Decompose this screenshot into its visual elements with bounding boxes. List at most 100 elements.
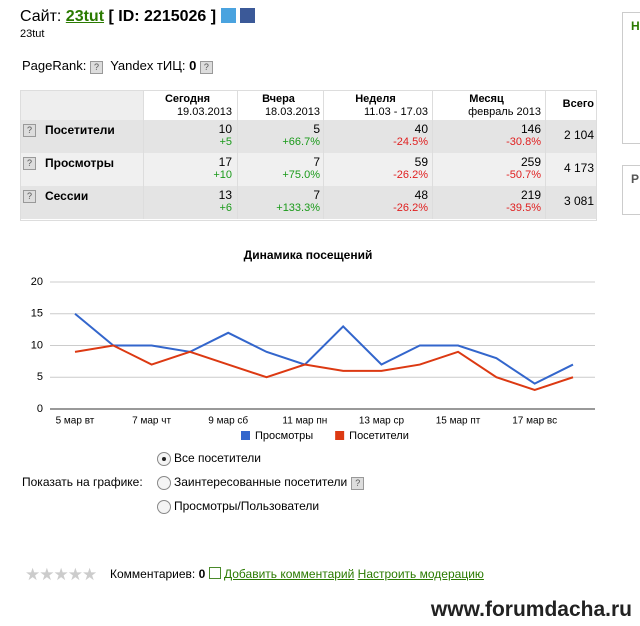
col-divider	[432, 90, 433, 219]
cell-value: 10	[218, 122, 232, 136]
sidebar-title: Р	[631, 172, 640, 186]
legend-swatch	[241, 431, 250, 440]
cell-change: -50.7%	[506, 169, 541, 181]
series-line	[74, 344, 574, 392]
facebook-icon[interactable]	[240, 8, 255, 23]
col-divider	[237, 90, 238, 219]
site-header: Сайт: 23tut [ ID: 2215026 ]	[20, 8, 255, 26]
x-tick-label: 13 мар ср	[359, 416, 405, 427]
y-tick-label: 0	[37, 403, 43, 415]
x-tick-label: 9 мар сб	[208, 415, 248, 427]
cell-value: 13	[218, 188, 232, 202]
sidebar-box: Н	[622, 12, 640, 144]
row-total: 3 081	[563, 194, 594, 208]
legend-label: Просмотры	[255, 430, 313, 442]
cell-change: -26.2%	[393, 202, 428, 214]
y-tick-label: 15	[31, 308, 43, 320]
col-sub: февраль 2013	[468, 106, 541, 118]
radio-button[interactable]	[157, 452, 171, 466]
cell-value: 40	[414, 122, 428, 136]
cell-value: 48	[414, 188, 428, 202]
x-tick-label: 5 мар вт	[56, 416, 95, 427]
options-label: Показать на графике:	[22, 475, 143, 489]
radio-dot	[162, 457, 166, 461]
comment-icon	[208, 567, 221, 579]
radio-label: Просмотры/Пользователи	[174, 499, 320, 513]
yandex-value: 0	[189, 58, 197, 73]
col-sub: 19.03.2013	[176, 106, 232, 118]
comments-label: Комментариев:	[110, 567, 196, 581]
col-title: Неделя	[355, 93, 396, 105]
col-title: Всего	[562, 98, 594, 110]
radio-button[interactable]	[157, 476, 171, 490]
x-tick-label: 15 мар пт	[436, 416, 481, 427]
cell-value: 5	[313, 122, 320, 136]
help-icon[interactable]: ?	[23, 190, 36, 203]
header-bg	[20, 90, 143, 120]
comments-count: 0	[198, 567, 206, 581]
row-total: 4 173	[563, 161, 594, 175]
chart-title: Динамика посещений	[244, 248, 373, 262]
site-id: [ ID: 2215026 ]	[108, 8, 217, 25]
cell-change: +66.7%	[282, 136, 320, 148]
help-icon: ?	[351, 477, 365, 490]
row-total: 2 104	[563, 128, 594, 142]
col-title: Сегодня	[164, 93, 211, 105]
x-tick-label: 11 мар пн	[282, 416, 327, 427]
cell-change: +5	[219, 136, 232, 148]
help-icon[interactable]: ?	[23, 157, 36, 170]
cell-change: -24.5%	[393, 136, 428, 148]
series-line	[74, 312, 574, 385]
rank-row: PageRank: ? Yandex тИЦ: 0 ?	[22, 58, 213, 74]
col-title: Вчера	[262, 93, 295, 105]
add-comment-link[interactable]: Добавить комментарий	[223, 567, 355, 581]
row-name: Посетители	[45, 123, 115, 137]
twitter-icon[interactable]	[220, 8, 236, 23]
radio-button[interactable]	[157, 500, 171, 514]
sidebar-box: Р	[622, 165, 640, 215]
legend-label: Посетители	[349, 430, 409, 442]
cell-value: 259	[520, 155, 541, 169]
cell-change: -39.5%	[506, 202, 541, 214]
pagerank-label: PageRank:	[22, 58, 87, 73]
row-name: Просмотры	[45, 156, 115, 170]
rating-stars[interactable]: ★★★★★	[25, 565, 97, 584]
cell-change: +10	[213, 169, 232, 181]
x-tick-label: 17 мар вс	[512, 416, 557, 427]
x-tick-label: 7 мар чт	[132, 416, 171, 427]
col-divider	[323, 90, 324, 219]
cell-value: 17	[218, 155, 232, 169]
stats-table: Сегодня 19.03.2013 Вчера 18.03.2013 Неделя 11…	[20, 90, 597, 221]
cell-value: 7	[313, 155, 320, 169]
col-divider	[143, 90, 144, 219]
subtitle: 23tut	[20, 28, 45, 40]
cell-change: -30.8%	[506, 136, 541, 148]
y-tick-label: 20	[31, 276, 43, 288]
help-icon[interactable]: ?	[89, 61, 103, 74]
col-divider	[545, 90, 546, 219]
cell-change: -26.2%	[393, 169, 428, 181]
help-icon[interactable]: ?	[23, 124, 36, 137]
y-tick-label: 5	[37, 371, 43, 383]
cell-change: +133.3%	[276, 202, 320, 214]
cell-value: 219	[520, 188, 541, 202]
col-title: Месяц	[469, 93, 504, 105]
site-link[interactable]: 23tut	[65, 8, 105, 25]
help-icon[interactable]: ?	[199, 61, 213, 74]
cell-value: 59	[414, 155, 428, 169]
row-name: Сессии	[45, 189, 89, 203]
comments-row: Комментариев: 0 Добавить комментарий Нас…	[110, 567, 484, 581]
col-sub: 11.03 - 17.03	[363, 106, 428, 118]
moderation-link[interactable]: Настроить модерацию	[357, 567, 484, 581]
sidebar-title: Н	[631, 19, 640, 33]
watermark: www.forumdacha.ru	[430, 598, 632, 621]
table-border	[20, 90, 597, 221]
col-sub: 18.03.2013	[264, 106, 320, 118]
radio-label: Заинтересованные посетители?	[174, 475, 365, 490]
cell-change: +6	[219, 202, 232, 214]
cell-value: 7	[313, 188, 320, 202]
radio-label: Все посетители	[174, 451, 261, 465]
cell-change: +75.0%	[282, 169, 320, 181]
